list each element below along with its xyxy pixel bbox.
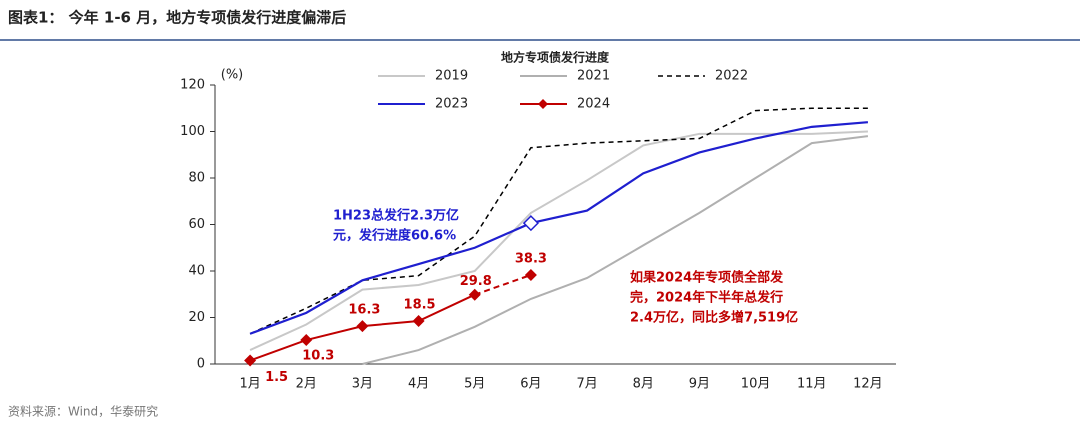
annotation: 如果2024年专项债全部发 xyxy=(630,270,784,286)
legend-marker xyxy=(538,99,548,109)
x-tick-label: 12月 xyxy=(853,377,883,392)
highlight-point xyxy=(522,215,539,232)
annotation: 2.4万亿，同比多增7,519亿 xyxy=(630,310,798,326)
y-tick-label: 40 xyxy=(188,264,205,279)
y-tick-label: 0 xyxy=(197,357,205,372)
x-tick-label: 6月 xyxy=(520,377,541,392)
y-tick-label: 100 xyxy=(180,124,205,139)
x-tick-label: 9月 xyxy=(689,377,710,392)
y-tick-label: 20 xyxy=(188,310,205,325)
series-line xyxy=(249,107,868,335)
legend-label: 2024 xyxy=(577,97,610,112)
page-title: 图表1： 今年 1-6 月，地方专项债发行进度偏滞后 xyxy=(8,9,346,27)
y-tick-label: 60 xyxy=(188,217,205,232)
x-tick-label: 1月 xyxy=(239,377,260,392)
data-point xyxy=(356,320,369,333)
legend-label: 2019 xyxy=(435,69,468,84)
data-point xyxy=(468,288,481,301)
series-line xyxy=(249,121,869,335)
legend-label: 2021 xyxy=(577,69,610,84)
annotation: 完，2024年下半年总发行 xyxy=(630,290,783,306)
y-tick-label: 80 xyxy=(188,171,205,186)
data-point xyxy=(412,314,425,327)
x-tick-label: 7月 xyxy=(576,377,597,392)
value-label: 29.8 xyxy=(460,274,492,289)
x-tick-label: 3月 xyxy=(352,377,373,392)
x-tick-label: 11月 xyxy=(797,377,827,392)
chart-title: 地方专项债发行进度 xyxy=(501,50,610,65)
legend-label: 2022 xyxy=(715,69,748,84)
annotation: 1H23总发行2.3万亿 xyxy=(333,208,459,224)
y-tick-label: 120 xyxy=(180,78,205,93)
x-tick-label: 5月 xyxy=(464,377,485,392)
data-point xyxy=(300,334,313,347)
value-label: 38.3 xyxy=(515,251,547,266)
annotation: 元，发行进度60.6% xyxy=(333,228,456,244)
data-point xyxy=(244,354,257,367)
data-point xyxy=(524,268,537,281)
x-tick-label: 2月 xyxy=(296,377,317,392)
series-line xyxy=(362,135,869,365)
x-tick-label: 10月 xyxy=(741,377,771,392)
x-tick-label: 8月 xyxy=(633,377,654,392)
value-label: 16.3 xyxy=(348,303,380,318)
value-label: 1.5 xyxy=(265,370,288,385)
series-line xyxy=(249,130,868,351)
x-tick-label: 4月 xyxy=(408,377,429,392)
source: 资料来源：Wind，华泰研究 xyxy=(8,404,158,419)
value-label: 18.5 xyxy=(404,297,436,312)
y-unit: (%) xyxy=(221,68,244,83)
value-label: 10.3 xyxy=(302,349,334,364)
legend-label: 2023 xyxy=(435,97,468,112)
